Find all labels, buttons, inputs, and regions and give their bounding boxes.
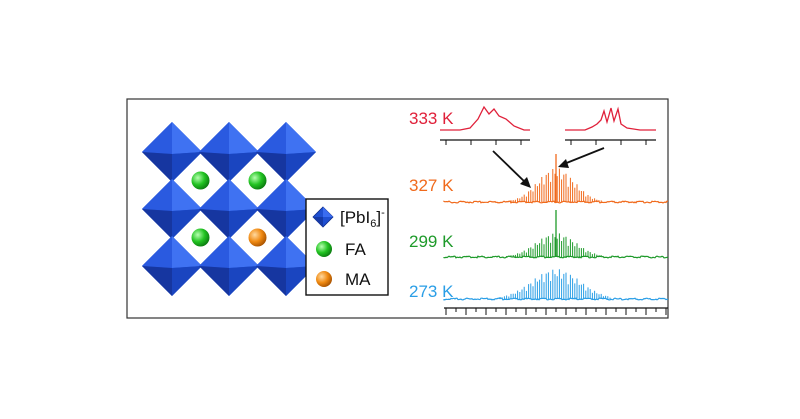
x-axis	[444, 307, 668, 315]
arrow-left-head	[520, 177, 531, 188]
label-299k: 299 K	[409, 232, 454, 251]
octahedron	[199, 122, 259, 182]
legend: [PbI6]- FA MA	[305, 198, 389, 296]
spectrum-baseline	[443, 200, 669, 204]
arrow-right-head	[558, 159, 569, 168]
zoom-arrows	[492, 147, 605, 188]
spectrum-299k	[443, 210, 669, 259]
inset-trace	[565, 106, 656, 131]
arrow-left	[492, 150, 528, 185]
octahedron	[142, 179, 202, 239]
octahedron	[142, 236, 202, 296]
fa-cation-sphere	[191, 228, 210, 247]
spectrum-273k	[443, 269, 669, 301]
nmr-spectra	[440, 105, 669, 315]
octahedron	[199, 236, 259, 296]
fa-cation-sphere	[248, 171, 267, 190]
label-333k: 333 K	[409, 109, 454, 128]
octahedron	[142, 122, 202, 182]
legend-ma-sphere-icon	[316, 271, 332, 287]
inset-333k-right	[565, 106, 656, 145]
legend-label-ma: MA	[345, 270, 371, 289]
inset-333k-left	[440, 105, 530, 145]
legend-label-pbi6: [PbI6]-	[340, 207, 385, 230]
legend-octahedron-icon	[312, 206, 334, 228]
label-273k: 273 K	[409, 282, 454, 301]
legend-label-fa: FA	[345, 240, 366, 259]
fa-cation-sphere	[191, 171, 210, 190]
legend-fa-sphere-icon	[316, 241, 332, 257]
octahedron	[256, 122, 316, 182]
spectrum-327k	[443, 154, 669, 204]
arrow-right	[563, 147, 605, 165]
perovskite-lattice	[142, 122, 316, 296]
octahedron	[199, 179, 259, 239]
label-327k: 327 K	[409, 176, 454, 195]
ma-cation-sphere	[248, 228, 267, 247]
inset-trace	[440, 105, 530, 131]
